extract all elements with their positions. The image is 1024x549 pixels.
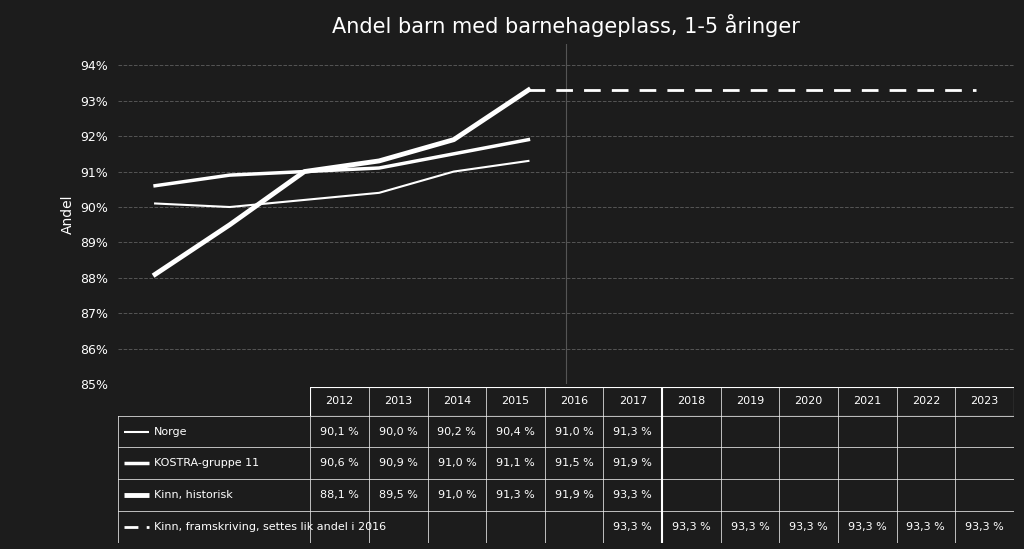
Text: 90,9 %: 90,9 % [379, 458, 418, 468]
Text: 2014: 2014 [442, 396, 471, 406]
Text: 93,3 %: 93,3 % [790, 522, 828, 532]
Text: 2012: 2012 [326, 396, 354, 406]
Text: 2018: 2018 [677, 396, 706, 406]
Text: 93,3 %: 93,3 % [613, 490, 652, 500]
Text: 91,0 %: 91,0 % [555, 427, 594, 436]
Text: 91,3 %: 91,3 % [613, 427, 652, 436]
Text: 88,1 %: 88,1 % [321, 490, 359, 500]
Text: Kinn, historisk: Kinn, historisk [155, 490, 233, 500]
Text: 91,9 %: 91,9 % [555, 490, 594, 500]
Text: Kinn, framskriving, settes lik andel i 2016: Kinn, framskriving, settes lik andel i 2… [155, 522, 386, 532]
Text: 2020: 2020 [795, 396, 822, 406]
Text: 91,3 %: 91,3 % [497, 490, 535, 500]
Text: Norge: Norge [155, 427, 187, 436]
Text: 2015: 2015 [502, 396, 529, 406]
Text: 2013: 2013 [384, 396, 413, 406]
Text: 93,3 %: 93,3 % [613, 522, 652, 532]
Text: 93,3 %: 93,3 % [731, 522, 769, 532]
Text: 2021: 2021 [853, 396, 882, 406]
Text: 93,3 %: 93,3 % [848, 522, 887, 532]
Title: Andel barn med barnehageplass, 1-5 åringer: Andel barn med barnehageplass, 1-5 åring… [332, 14, 800, 37]
Text: 93,3 %: 93,3 % [965, 522, 1004, 532]
Y-axis label: Andel: Andel [60, 194, 75, 234]
Text: 90,2 %: 90,2 % [437, 427, 476, 436]
Text: 89,5 %: 89,5 % [379, 490, 418, 500]
Text: 91,0 %: 91,0 % [437, 490, 476, 500]
Text: 2016: 2016 [560, 396, 588, 406]
Text: 90,4 %: 90,4 % [496, 427, 535, 436]
Text: 93,3 %: 93,3 % [906, 522, 945, 532]
Text: 2023: 2023 [971, 396, 998, 406]
Text: 90,0 %: 90,0 % [379, 427, 418, 436]
Text: 93,3 %: 93,3 % [672, 522, 711, 532]
Text: 2019: 2019 [736, 396, 764, 406]
Text: 91,5 %: 91,5 % [555, 458, 594, 468]
Text: 91,0 %: 91,0 % [437, 458, 476, 468]
Text: 2022: 2022 [911, 396, 940, 406]
Text: KOSTRA-gruppe 11: KOSTRA-gruppe 11 [155, 458, 259, 468]
Text: 2017: 2017 [618, 396, 647, 406]
Text: 91,9 %: 91,9 % [613, 458, 652, 468]
Text: 91,1 %: 91,1 % [497, 458, 535, 468]
Text: 90,6 %: 90,6 % [321, 458, 359, 468]
Text: 90,1 %: 90,1 % [321, 427, 359, 436]
